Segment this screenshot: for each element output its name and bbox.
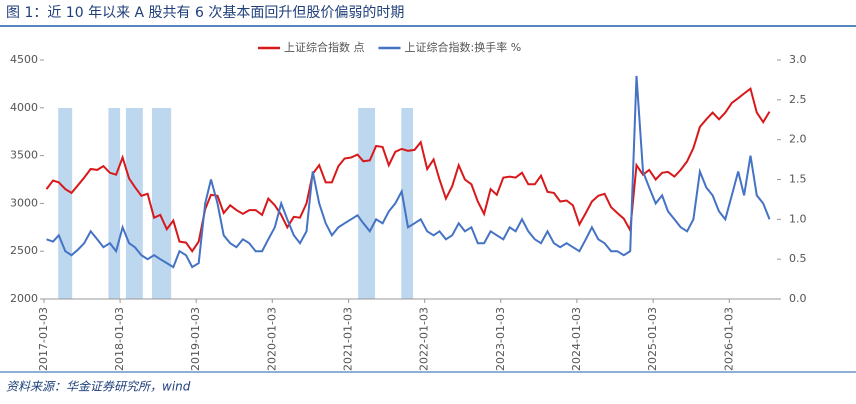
y2-tick-label: 0.5 <box>789 252 807 265</box>
x-tick-label: 2018-01-03 <box>113 307 126 371</box>
x-tick-label: 2022-01-03 <box>418 307 431 371</box>
x-tick-label: 2019-01-03 <box>189 307 202 371</box>
legend-label: 上证综合指数 点 <box>284 40 365 54</box>
y2-tick-label: 2.0 <box>789 133 807 146</box>
series-line <box>46 75 771 269</box>
source: 资料来源：华金证券研究所，wind <box>6 380 191 394</box>
x-tick-label: 2017-01-03 <box>37 307 50 371</box>
chart-title: 图 1：近 10 年以来 A 股共有 6 次基本面回升但股价偏弱的时期 <box>6 4 404 21</box>
y2-tick-label: 2.5 <box>789 93 807 106</box>
y-tick-label: 4000 <box>10 101 38 114</box>
x-tick-label: 2021-01-03 <box>342 307 355 371</box>
y-tick-label: 4500 <box>10 53 38 66</box>
highlight-period <box>151 108 172 299</box>
x-tick-label: 2024-01-03 <box>570 307 583 371</box>
y2-tick-label: 3.0 <box>789 53 807 66</box>
highlight-period <box>108 108 121 299</box>
y-tick-label: 2500 <box>10 244 38 257</box>
highlight-period <box>358 108 376 299</box>
x-tick-label: 2020-01-03 <box>265 307 278 371</box>
y2-tick-label: 1.5 <box>789 173 807 186</box>
y-tick-label: 2000 <box>10 292 38 305</box>
highlight-period <box>125 108 143 299</box>
highlight-period <box>58 108 73 299</box>
x-tick-label: 2026-01-03 <box>722 307 735 371</box>
y2-tick-label: 0.0 <box>789 292 807 305</box>
y-tick-label: 3500 <box>10 149 38 162</box>
x-tick-label: 2023-01-03 <box>494 307 507 371</box>
x-tick-label: 2025-01-03 <box>646 307 659 371</box>
y2-tick-label: 1.0 <box>789 212 807 225</box>
series-line <box>45 87 771 253</box>
legend-label: 上证综合指数:换手率 % <box>405 40 522 54</box>
y-tick-label: 3000 <box>10 196 38 209</box>
highlight-period <box>401 108 414 299</box>
